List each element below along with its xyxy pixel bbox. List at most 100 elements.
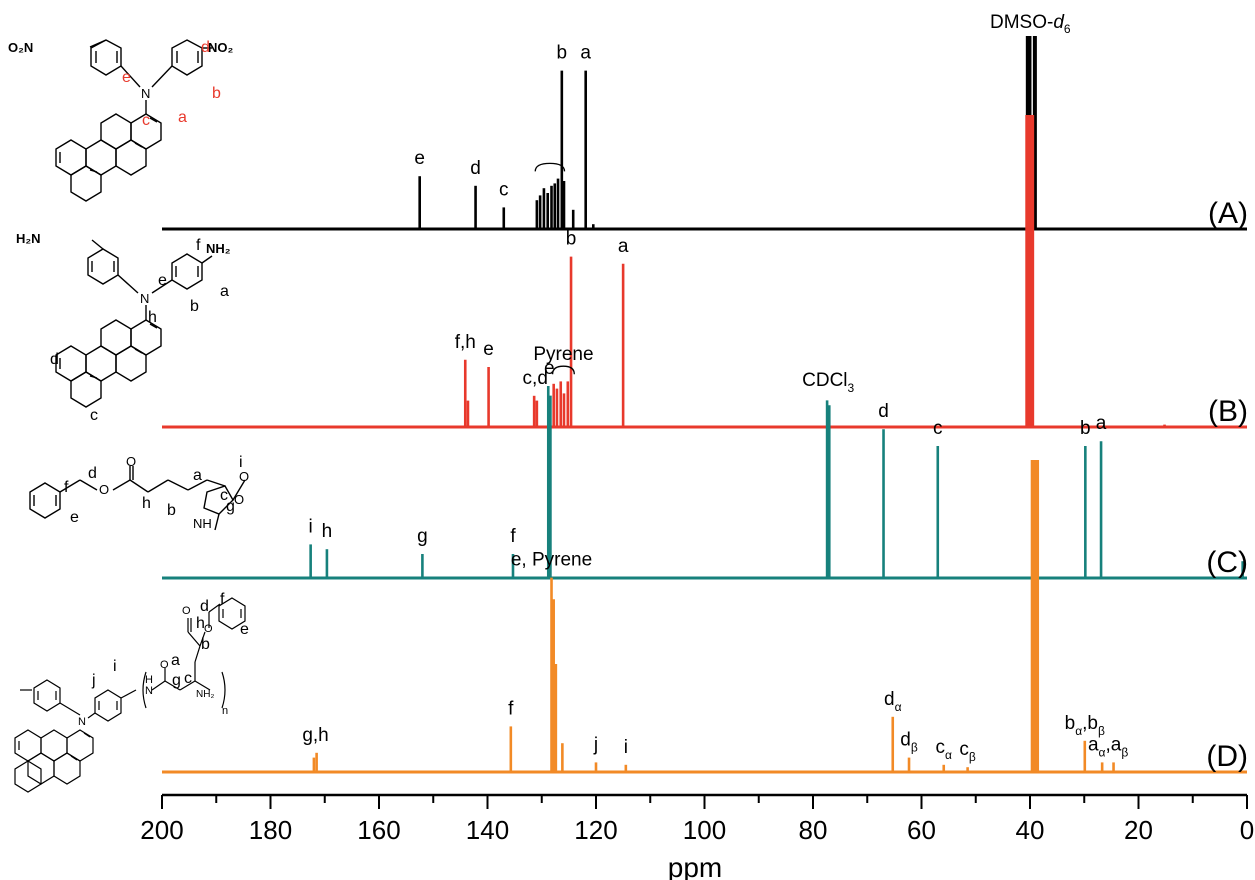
- site-label: a: [178, 109, 187, 126]
- peak-label: f,h: [455, 332, 476, 353]
- site-label: f: [220, 591, 225, 608]
- group-label: N: [145, 685, 153, 697]
- site-label: e: [122, 69, 131, 86]
- x-tick-label: 100: [683, 815, 726, 845]
- peak-label: dα: [884, 689, 902, 714]
- structure-b: [55, 239, 213, 408]
- peak-label: bα,bβ: [1065, 713, 1105, 738]
- group-label: O: [99, 482, 109, 497]
- peak-label: c: [499, 179, 509, 200]
- peak-label: g: [417, 526, 428, 547]
- site-label: f: [196, 237, 201, 254]
- group-label: H: [145, 674, 153, 686]
- group-label: Pyrene: [533, 344, 593, 365]
- solvent-label: CDCl3: [802, 370, 854, 395]
- site-label: e: [70, 509, 79, 526]
- group-label: NH₂: [196, 689, 214, 700]
- group-label: O: [126, 454, 136, 469]
- peak-label: e: [544, 358, 555, 379]
- panel-label: (B): [1208, 395, 1248, 428]
- x-tick-label: 40: [1016, 815, 1045, 845]
- structure-a: [55, 39, 212, 202]
- peak-label: b: [1080, 418, 1091, 439]
- site-label: g: [172, 672, 181, 689]
- x-tick-label: 120: [574, 815, 617, 845]
- x-axis: 200 180 160 140 120 100 80 60 40 20 0: [140, 793, 1254, 845]
- group-label: NH₂: [206, 241, 231, 256]
- site-label: d: [200, 598, 209, 615]
- peak-label: a: [1096, 413, 1107, 434]
- group-label: H₂N: [16, 231, 41, 246]
- group-label: O: [204, 623, 213, 635]
- peak-label: d: [878, 401, 889, 422]
- site-label: b: [212, 85, 221, 102]
- group-label: O₂N: [8, 40, 33, 55]
- peak-label: e: [414, 148, 425, 169]
- peak-label: e, Pyrene: [511, 550, 592, 571]
- group-label: N: [141, 86, 150, 101]
- peak-label: cα: [936, 737, 953, 762]
- x-tick-label: 20: [1124, 815, 1153, 845]
- x-tick-label: 80: [799, 815, 828, 845]
- peak-label: e: [483, 339, 494, 360]
- peak-label: a: [580, 43, 591, 64]
- site-label: i: [113, 658, 117, 675]
- site-label: a: [220, 283, 229, 300]
- panel-label: (C): [1206, 546, 1248, 579]
- x-tick-label: 60: [907, 815, 936, 845]
- site-label: h: [148, 309, 157, 326]
- x-tick-label: 160: [357, 815, 400, 845]
- site-label: h: [196, 615, 205, 632]
- x-tick-label: 140: [466, 815, 509, 845]
- group-brace: [534, 162, 566, 172]
- structure-a-labels: O₂N NO₂ N e d b a c: [8, 39, 234, 129]
- structure-d: [14, 597, 246, 793]
- peak-label: aα,aβ: [1088, 734, 1128, 759]
- site-label: d: [201, 39, 210, 56]
- site-label: e: [240, 621, 249, 638]
- group-label: NO₂: [208, 40, 234, 55]
- x-tick-label: 0: [1240, 815, 1254, 845]
- group-label: n: [222, 705, 228, 717]
- group-label: O: [239, 469, 249, 484]
- site-label: b: [190, 298, 199, 315]
- peak-label: f: [508, 698, 514, 719]
- site-label: a: [171, 652, 180, 669]
- structure-c-labels: O O O O NH d f e h b a c i g: [64, 454, 249, 531]
- site-label: h: [142, 495, 151, 512]
- panel-label: (D): [1206, 740, 1248, 773]
- group-label: O: [182, 605, 191, 617]
- site-label: j: [91, 672, 96, 689]
- site-label: c: [142, 112, 150, 129]
- group-label: NH: [193, 516, 212, 531]
- peak-label: i: [624, 737, 628, 758]
- x-tick-label: 200: [140, 815, 183, 845]
- peak-label: g,h: [302, 725, 328, 746]
- site-label: d: [88, 465, 97, 482]
- site-label: b: [167, 502, 176, 519]
- peak-label: j: [593, 734, 598, 755]
- structure-d-labels: N H N O O NH₂ O n j i g a c h b d f e: [78, 591, 249, 728]
- site-label: g: [226, 498, 235, 515]
- site-label: f: [64, 479, 69, 496]
- site-label: b: [201, 636, 210, 653]
- panel-label: (A): [1208, 197, 1248, 230]
- x-axis-label: ppm: [668, 852, 722, 880]
- structure-b-labels: H₂N NH₂ N e f a b h d c: [16, 231, 231, 424]
- group-label: O: [160, 659, 169, 671]
- site-label: i: [239, 454, 243, 471]
- group-brace: [551, 365, 575, 375]
- group-label: N: [140, 291, 149, 306]
- peak-label: cβ: [959, 739, 976, 764]
- site-label: c: [184, 670, 192, 687]
- solvent-label-dmso: DMSO-d6: [990, 12, 1071, 36]
- site-label: e: [158, 272, 167, 289]
- peak-label: dβ: [900, 730, 918, 755]
- peak-label: i: [309, 516, 313, 537]
- peak-label: c: [933, 418, 943, 439]
- peak-label: f: [510, 526, 516, 547]
- peak-label: c,d: [523, 368, 548, 389]
- peak-label: b: [566, 229, 577, 250]
- peak-label: a: [618, 236, 629, 257]
